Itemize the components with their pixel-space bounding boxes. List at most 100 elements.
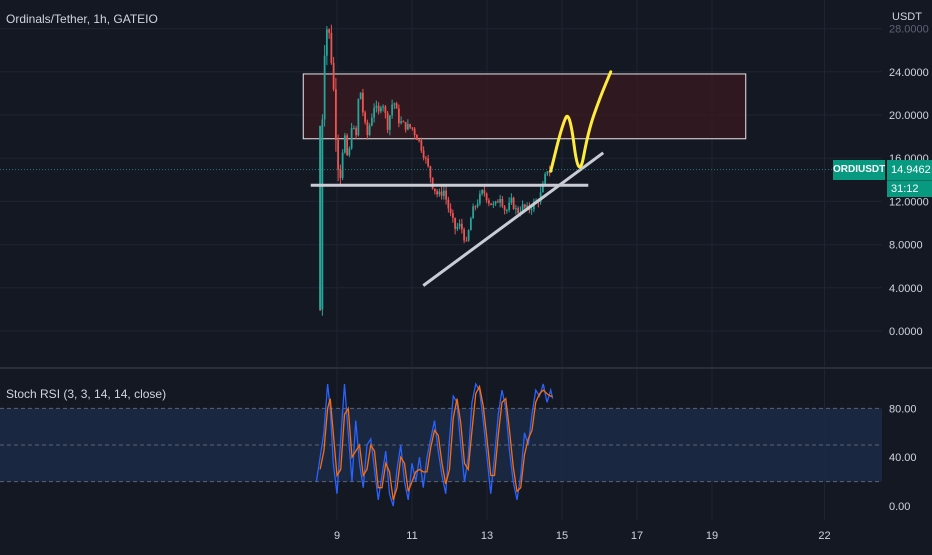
candle-body <box>395 103 398 109</box>
candle-body <box>505 210 508 212</box>
candle-body <box>472 206 475 219</box>
candle-body <box>328 29 331 33</box>
candle-body <box>546 171 549 174</box>
candle-body <box>330 32 333 63</box>
rsi-tick-label: 80.00 <box>889 403 917 415</box>
candle-body <box>447 199 450 209</box>
candle-body <box>442 190 445 196</box>
candle-body <box>427 158 430 167</box>
candle-body <box>436 191 439 195</box>
last-price-symbol: ORDIUSDT <box>833 159 885 180</box>
candle-body <box>440 191 443 196</box>
time-tick-label: 17 <box>631 530 643 542</box>
rsi-tick-label: 0.00 <box>889 501 910 513</box>
candle-body <box>334 89 337 141</box>
rsi-k-line <box>315 382 554 507</box>
candle-body <box>530 209 533 211</box>
candle-body <box>445 190 448 200</box>
candle-body <box>517 208 520 213</box>
candle-body <box>348 148 351 156</box>
rsi-tick-label: 40.00 <box>889 452 917 464</box>
rsi-layer <box>315 382 554 507</box>
candle-body <box>361 92 364 113</box>
candle-body <box>492 203 495 205</box>
candle-body <box>429 166 432 178</box>
candle-body <box>391 104 394 116</box>
candle-body <box>350 128 353 149</box>
candle-body <box>373 107 376 118</box>
price-tick-label: 28.0000 <box>889 24 929 36</box>
candle-body <box>368 125 371 136</box>
candle-body <box>352 128 355 130</box>
candle-body <box>490 203 493 205</box>
candle-body <box>366 122 369 136</box>
candle-body <box>499 199 502 203</box>
candle-body <box>487 200 490 204</box>
candle-body <box>355 128 358 136</box>
candle-body <box>388 115 391 130</box>
price-tick-label: 24.0000 <box>889 67 929 79</box>
candle-body <box>343 135 346 153</box>
time-tick-label: 22 <box>818 530 830 542</box>
candle-body <box>476 203 479 207</box>
candle-body <box>514 208 517 210</box>
candle-body <box>364 112 367 123</box>
candle-body <box>544 173 547 184</box>
candle-body <box>467 230 470 241</box>
candle-body <box>465 240 468 242</box>
candle-body <box>424 157 427 159</box>
candle-body <box>454 217 457 229</box>
candle-body <box>413 128 416 136</box>
price-tick-label: 12.0000 <box>889 196 929 208</box>
candle-body <box>359 92 362 100</box>
candle-body <box>496 201 499 203</box>
candle-body <box>449 208 452 214</box>
candle-body <box>512 197 515 210</box>
candle-body <box>415 135 418 141</box>
price-tick-label: 4.0000 <box>889 283 923 295</box>
candle-body <box>503 206 506 211</box>
candle-body <box>384 106 387 114</box>
candle-body <box>377 105 380 112</box>
price-tick-label: 8.0000 <box>889 240 923 252</box>
candle-body <box>420 140 423 151</box>
candle-body <box>332 62 335 90</box>
candle-body <box>411 127 414 129</box>
candle-body <box>478 193 481 204</box>
candle-body <box>400 121 403 124</box>
price-axis-currency: USDT <box>892 11 922 23</box>
candle-body <box>406 124 409 130</box>
candle-body <box>409 124 412 128</box>
candle-body <box>357 99 360 136</box>
candle-body <box>451 213 454 218</box>
candle-body <box>375 105 378 108</box>
last-price-countdown: 31:12 <box>887 179 932 197</box>
time-tick-label: 15 <box>556 530 568 542</box>
candle-body <box>494 201 497 204</box>
axis-layer: 0.00004.00008.000012.000016.000020.00002… <box>334 24 929 542</box>
candle-body <box>463 229 466 241</box>
candle-body <box>339 169 342 179</box>
candle-body <box>402 121 405 123</box>
candle-body <box>510 197 513 203</box>
candle-body <box>523 204 526 208</box>
price-tick-label: 0.0000 <box>889 326 923 338</box>
candle-body <box>481 190 484 194</box>
candle-body <box>460 223 463 230</box>
candle-body <box>319 309 322 311</box>
candle-body <box>370 117 373 126</box>
candle-layer <box>319 24 553 316</box>
candle-body <box>541 183 544 193</box>
time-tick-label: 9 <box>334 530 340 542</box>
candle-body <box>418 140 421 142</box>
drawing-layer <box>0 70 882 287</box>
candle-body <box>458 223 461 227</box>
time-tick-label: 13 <box>481 530 493 542</box>
candle-body <box>422 150 425 158</box>
candle-body <box>337 140 340 170</box>
trend-line <box>422 151 605 287</box>
candle-body <box>433 188 436 192</box>
candle-body <box>485 193 488 201</box>
